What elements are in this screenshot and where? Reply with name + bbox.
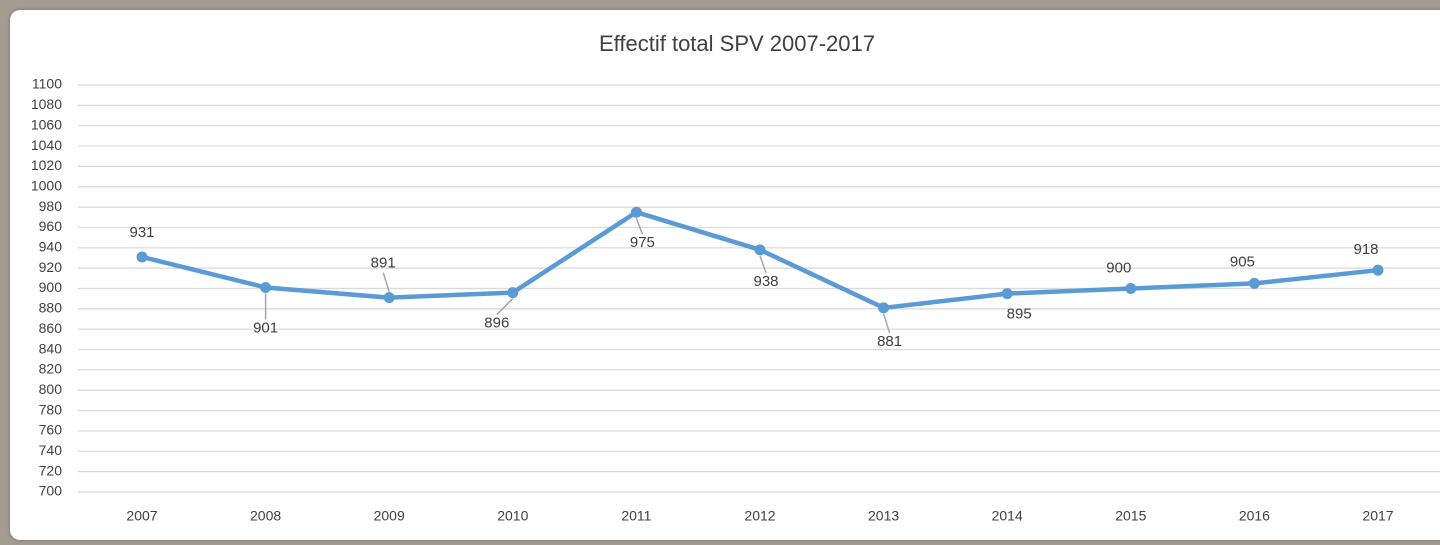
x-tick-label: 2016 xyxy=(1239,508,1270,524)
y-tick-label: 840 xyxy=(39,340,63,356)
data-point xyxy=(1001,288,1013,300)
x-tick-label: 2014 xyxy=(992,508,1023,524)
y-tick-label: 1060 xyxy=(31,116,62,132)
y-tick-label: 820 xyxy=(39,361,63,377)
x-tick-label: 2009 xyxy=(374,508,405,524)
y-tick-label: 1020 xyxy=(31,157,62,173)
y-tick-label: 740 xyxy=(39,442,63,458)
x-tick-label: 2010 xyxy=(497,508,528,524)
y-tick-label: 800 xyxy=(39,381,63,397)
y-tick-label: 700 xyxy=(39,483,63,499)
y-tick-label: 760 xyxy=(39,422,63,438)
leader-line xyxy=(382,272,390,292)
data-point xyxy=(630,206,642,218)
y-tick-label: 980 xyxy=(39,198,63,214)
data-label: 905 xyxy=(1230,253,1255,270)
data-point xyxy=(260,281,272,293)
leader-line xyxy=(882,313,891,334)
data-label: 896 xyxy=(484,315,509,332)
data-label: 900 xyxy=(1106,259,1131,276)
y-tick-label: 1000 xyxy=(31,177,62,193)
data-label: 881 xyxy=(877,333,902,350)
data-label: 918 xyxy=(1353,241,1378,258)
x-tick-label: 2015 xyxy=(1115,508,1146,524)
data-point xyxy=(1248,277,1260,289)
y-tick-label: 1100 xyxy=(32,76,62,92)
data-point xyxy=(754,244,766,256)
leader-line xyxy=(635,217,644,235)
data-point xyxy=(383,292,395,304)
series-line xyxy=(141,209,1379,311)
leader-line xyxy=(759,255,767,274)
y-tick-label: 920 xyxy=(39,259,63,275)
y-tick-label: 940 xyxy=(39,239,63,255)
data-label: 901 xyxy=(253,319,278,336)
data-point xyxy=(507,287,519,299)
leader-line xyxy=(496,298,514,316)
x-tick-label: 2012 xyxy=(744,508,775,524)
y-tick-label: 720 xyxy=(39,462,63,478)
data-label: 938 xyxy=(753,273,778,290)
y-tick-label: 1040 xyxy=(31,137,62,153)
y-tick-label: 880 xyxy=(39,300,63,316)
x-tick-label: 2007 xyxy=(126,508,157,524)
y-tick-label: 900 xyxy=(39,279,63,295)
x-tick-label: 2017 xyxy=(1362,508,1393,524)
data-point xyxy=(1372,264,1384,276)
y-tick-label: 780 xyxy=(39,401,63,417)
data-point xyxy=(878,302,890,314)
data-point xyxy=(136,251,148,263)
chart-title: Effectif total SPV 2007-2017 xyxy=(599,31,875,56)
data-label: 931 xyxy=(129,224,154,241)
y-tick-label: 860 xyxy=(39,320,63,336)
data-label: 895 xyxy=(1007,306,1032,323)
data-label: 975 xyxy=(630,234,655,251)
x-tick-label: 2011 xyxy=(621,508,651,524)
y-tick-label: 1080 xyxy=(31,96,62,112)
x-tick-label: 2013 xyxy=(868,508,899,524)
data-point xyxy=(1125,283,1137,294)
x-tick-label: 2008 xyxy=(250,508,281,524)
y-tick-label: 960 xyxy=(39,218,63,234)
data-label: 891 xyxy=(371,255,396,272)
